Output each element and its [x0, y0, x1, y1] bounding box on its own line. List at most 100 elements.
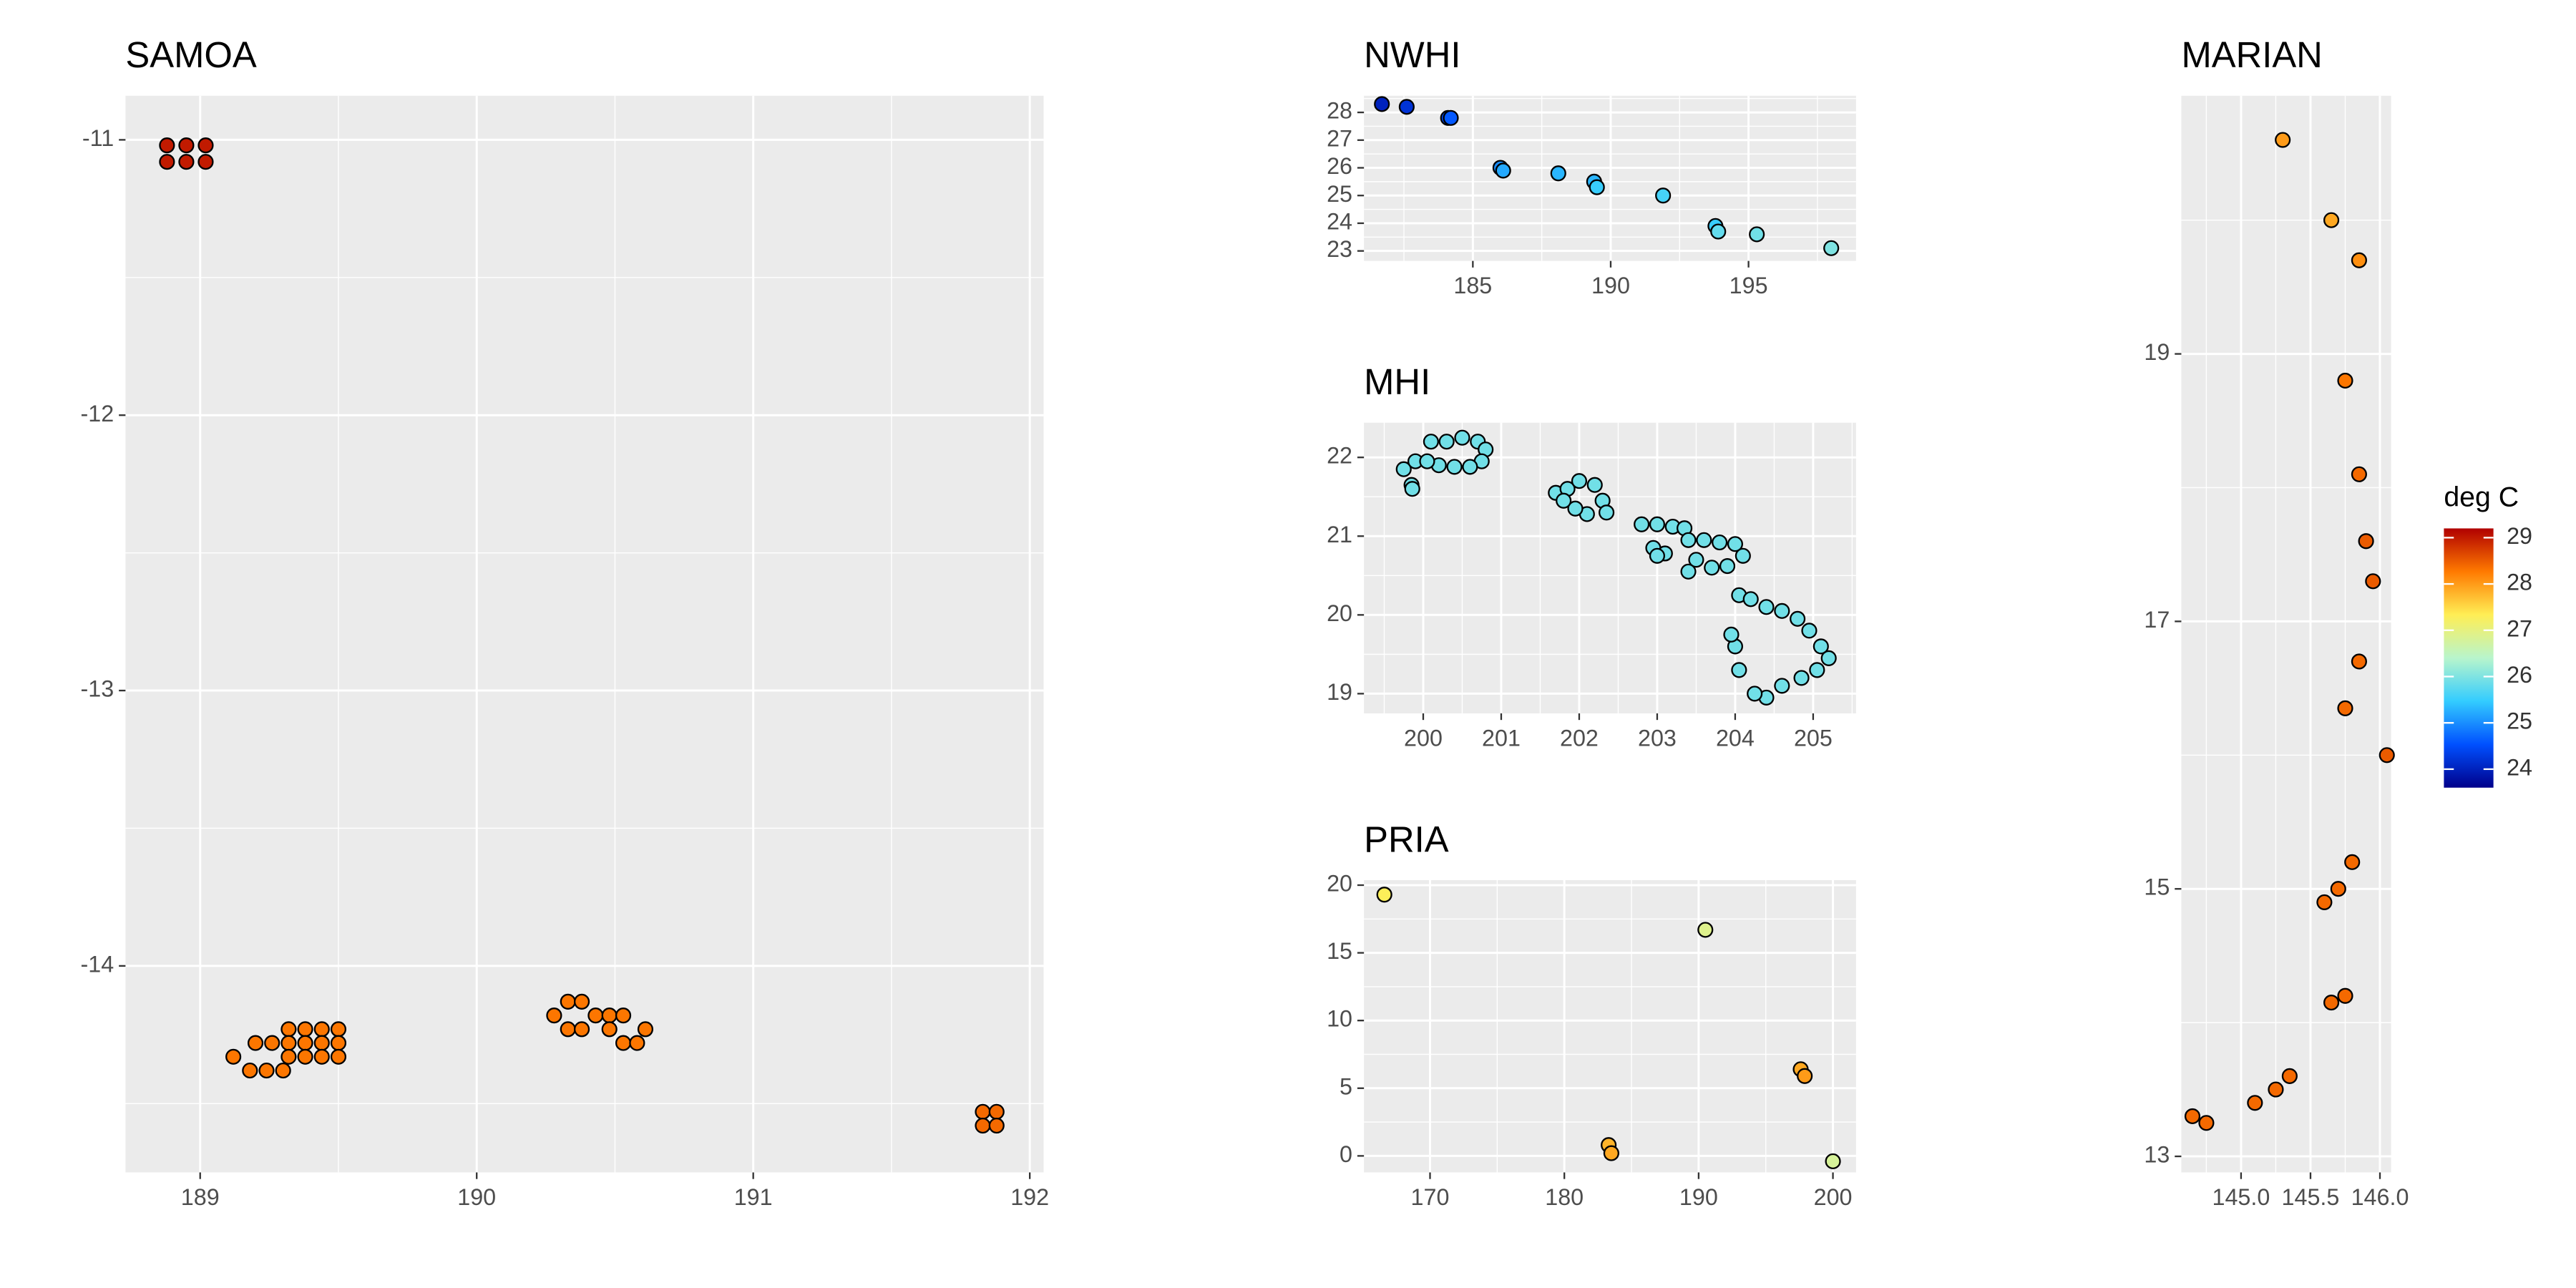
- legend-title: deg C: [2444, 481, 2519, 512]
- point: [1571, 473, 1588, 489]
- point: [197, 137, 214, 154]
- point: [264, 1035, 280, 1051]
- point: [1649, 547, 1666, 564]
- plot-background: [125, 95, 1044, 1173]
- point: [1790, 610, 1806, 627]
- y-tick-label: 0: [1340, 1141, 1352, 1167]
- point: [2344, 854, 2361, 870]
- legend-label: 25: [2507, 708, 2532, 734]
- point: [2351, 653, 2367, 670]
- x-tick-label: 200: [1814, 1184, 1853, 1210]
- point: [1710, 223, 1727, 240]
- point: [2281, 1068, 2298, 1084]
- point: [1813, 638, 1829, 655]
- point: [1719, 558, 1736, 575]
- y-tick-label: 24: [1327, 208, 1352, 234]
- x-tick-label: 170: [1411, 1184, 1450, 1210]
- point: [2358, 533, 2374, 550]
- y-tick-label: -14: [81, 951, 114, 977]
- point: [1567, 500, 1584, 517]
- point: [1438, 434, 1455, 450]
- x-tick-label: 203: [1638, 725, 1677, 751]
- point: [1454, 429, 1470, 446]
- point: [2323, 212, 2340, 228]
- point: [197, 154, 214, 170]
- y-tick-label: 22: [1327, 443, 1352, 469]
- point: [587, 1008, 604, 1024]
- point: [1462, 459, 1478, 475]
- x-tick-label: 202: [1560, 725, 1599, 751]
- x-tick-label: 201: [1482, 725, 1521, 751]
- point: [1820, 650, 1837, 666]
- colorbar: [2444, 528, 2494, 788]
- point: [1688, 552, 1704, 568]
- point: [178, 137, 195, 154]
- point: [1774, 602, 1790, 619]
- point: [2351, 466, 2367, 482]
- y-tick-label: 19: [2144, 339, 2170, 365]
- point: [546, 1008, 562, 1024]
- point: [1495, 162, 1511, 179]
- point: [1374, 96, 1390, 112]
- point: [1758, 599, 1775, 615]
- point: [330, 1035, 347, 1051]
- point: [975, 1103, 991, 1120]
- point: [1550, 165, 1566, 182]
- point: [275, 1063, 291, 1079]
- point: [1599, 504, 1615, 521]
- point: [1419, 453, 1435, 469]
- point: [1742, 591, 1759, 608]
- point: [1801, 623, 1818, 639]
- panel-title: SAMOA: [125, 34, 256, 75]
- point: [1809, 662, 1825, 678]
- point: [258, 1063, 275, 1079]
- point: [225, 1048, 242, 1065]
- x-tick-label: 145.0: [2212, 1184, 2270, 1210]
- x-tick-label: 191: [734, 1184, 773, 1210]
- point: [1696, 532, 1712, 548]
- x-tick-label: 146.0: [2351, 1184, 2409, 1210]
- x-tick-label: 204: [1716, 725, 1755, 751]
- plot-background: [2181, 95, 2391, 1173]
- panel-title: PRIA: [1364, 819, 1449, 859]
- point: [1634, 516, 1650, 532]
- legend-label: 27: [2507, 615, 2532, 641]
- y-tick-label: -13: [81, 676, 114, 702]
- point: [975, 1117, 991, 1134]
- point: [2365, 573, 2381, 590]
- x-tick-label: 190: [1679, 1184, 1718, 1210]
- point: [1649, 516, 1666, 532]
- point: [297, 1035, 313, 1051]
- x-tick-label: 195: [1729, 273, 1768, 298]
- panel-title: MARIAN: [2181, 34, 2322, 75]
- point: [1680, 532, 1697, 548]
- point: [2337, 987, 2353, 1004]
- point: [2337, 372, 2353, 389]
- x-tick-label: 205: [1794, 725, 1833, 751]
- panel-title: NWHI: [1364, 34, 1460, 75]
- point: [2268, 1081, 2284, 1098]
- point: [1793, 670, 1810, 686]
- y-tick-label: 20: [1327, 871, 1352, 897]
- point: [1395, 461, 1412, 477]
- point: [297, 1021, 313, 1038]
- point: [573, 993, 590, 1010]
- point: [1697, 922, 1714, 938]
- point: [2337, 700, 2353, 716]
- point: [1398, 99, 1415, 115]
- point: [1723, 626, 1740, 643]
- y-tick-label: -11: [82, 125, 114, 151]
- point: [1556, 492, 1572, 509]
- y-tick-label: -12: [81, 401, 114, 426]
- point: [1731, 662, 1747, 678]
- point: [1712, 534, 1728, 551]
- point: [637, 1021, 654, 1038]
- y-tick-label: 28: [1327, 98, 1352, 124]
- point: [1704, 560, 1720, 576]
- point: [1446, 459, 1463, 475]
- point: [1404, 481, 1420, 497]
- x-tick-label: 180: [1545, 1184, 1584, 1210]
- point: [159, 137, 175, 154]
- point: [988, 1103, 1005, 1120]
